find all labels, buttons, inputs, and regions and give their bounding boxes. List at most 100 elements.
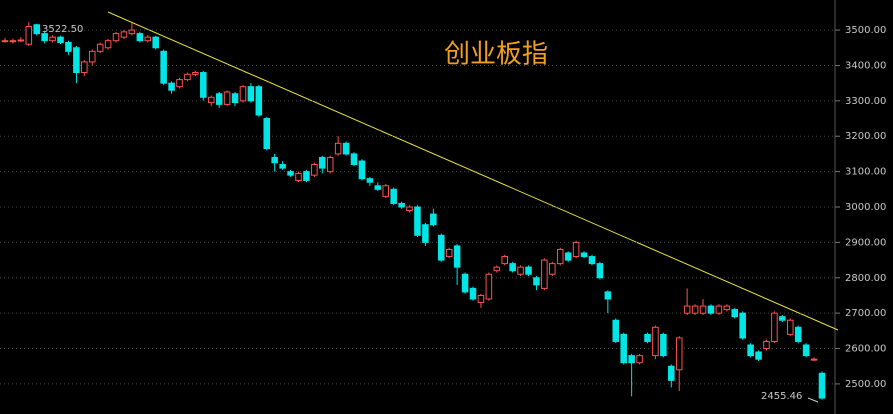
candle-body — [263, 118, 271, 150]
candle-body — [247, 86, 255, 102]
candle-body — [152, 36, 159, 49]
candle-body — [184, 73, 191, 81]
candle-body — [406, 206, 413, 212]
candle-body — [723, 305, 731, 311]
candle-body — [707, 305, 715, 314]
candle-body — [580, 252, 588, 258]
candle-body — [287, 171, 294, 176]
candle-body — [818, 372, 826, 399]
candle-body — [533, 277, 540, 286]
candle-body — [168, 82, 175, 91]
candle-body — [326, 156, 334, 173]
candle-body — [755, 351, 762, 360]
candle-body — [1, 40, 9, 43]
candle-body — [794, 326, 802, 342]
candle-body — [231, 93, 239, 104]
high-annotation: 3522.50 — [42, 24, 83, 35]
candle-body — [192, 72, 199, 75]
candle-body — [350, 153, 358, 166]
candle-body — [691, 305, 699, 314]
candle-body — [9, 40, 17, 43]
candle-body — [445, 248, 453, 258]
candle-body — [739, 312, 746, 339]
candle-body — [620, 333, 627, 364]
candle-body — [699, 305, 707, 314]
candle-body — [374, 185, 382, 190]
candle-body — [525, 266, 532, 275]
candle-body — [493, 266, 501, 272]
candle-body — [541, 259, 548, 289]
candle-body — [33, 24, 41, 35]
candle-body — [73, 47, 80, 74]
candle-body — [549, 263, 556, 275]
candle-body — [279, 164, 286, 169]
candle-body — [398, 202, 405, 208]
candle-body — [461, 273, 469, 293]
candle-body — [779, 316, 786, 321]
candle-body — [17, 39, 25, 42]
candle-body — [334, 142, 342, 155]
candle-body — [200, 72, 207, 98]
candle-body — [176, 79, 183, 88]
candle-body — [747, 344, 754, 357]
candle-body — [572, 241, 580, 258]
y-tick-label: 2500.00 — [845, 379, 886, 390]
candle-body — [65, 41, 72, 52]
y-tick-label: 2800.00 — [845, 273, 886, 284]
candle-body — [128, 29, 136, 35]
candle-body — [477, 294, 485, 304]
candle-body — [636, 355, 643, 364]
candle-body — [501, 256, 508, 265]
candle-body — [120, 31, 128, 38]
candle-body — [485, 273, 493, 300]
y-tick-label: 2900.00 — [845, 237, 886, 248]
chart-title: 创业板指 — [444, 40, 548, 70]
candle-body — [453, 245, 461, 268]
candle-body — [49, 36, 56, 42]
candle-body — [556, 248, 564, 265]
candle-body — [771, 312, 778, 342]
y-tick-label: 2700.00 — [845, 308, 886, 319]
candle-body — [366, 178, 374, 183]
y-tick-label: 2600.00 — [845, 344, 886, 355]
candle-body — [683, 305, 691, 314]
candle-body — [382, 185, 390, 197]
low-annotation: 2455.46 — [761, 391, 802, 402]
candle-body — [786, 319, 794, 335]
candle-body — [112, 33, 120, 42]
candle-body — [223, 91, 231, 105]
candle-body — [358, 160, 366, 180]
trend-line — [107, 11, 839, 331]
candle-body — [810, 358, 818, 361]
candle-body — [160, 50, 167, 84]
candle-body — [588, 256, 596, 265]
candle-body — [628, 355, 635, 364]
candle-body — [437, 234, 445, 261]
candle-body — [41, 33, 48, 42]
y-tick-label: 3100.00 — [845, 167, 886, 178]
candle-body — [675, 337, 683, 371]
candle-body — [414, 206, 421, 236]
candle-body — [612, 319, 620, 342]
candle-body — [564, 252, 572, 261]
candle-body — [596, 263, 604, 279]
annotation-arrow — [807, 397, 819, 403]
candle-body — [342, 142, 350, 155]
candle-body — [509, 263, 516, 272]
candle-body — [319, 156, 326, 169]
y-tick-label: 3400.00 — [845, 60, 886, 71]
candle-body — [144, 36, 152, 42]
candle-body — [215, 93, 223, 105]
candle-body — [25, 26, 33, 45]
candle-body — [763, 340, 770, 350]
candle-body — [644, 333, 651, 342]
y-tick-label: 3200.00 — [845, 131, 886, 142]
candle-body — [96, 43, 104, 52]
y-tick-label: 3500.00 — [845, 25, 886, 36]
candle-body — [311, 164, 318, 176]
candle-body — [57, 36, 64, 43]
candle-body — [604, 291, 612, 300]
candle-body — [660, 333, 667, 357]
candle-body — [715, 305, 723, 314]
